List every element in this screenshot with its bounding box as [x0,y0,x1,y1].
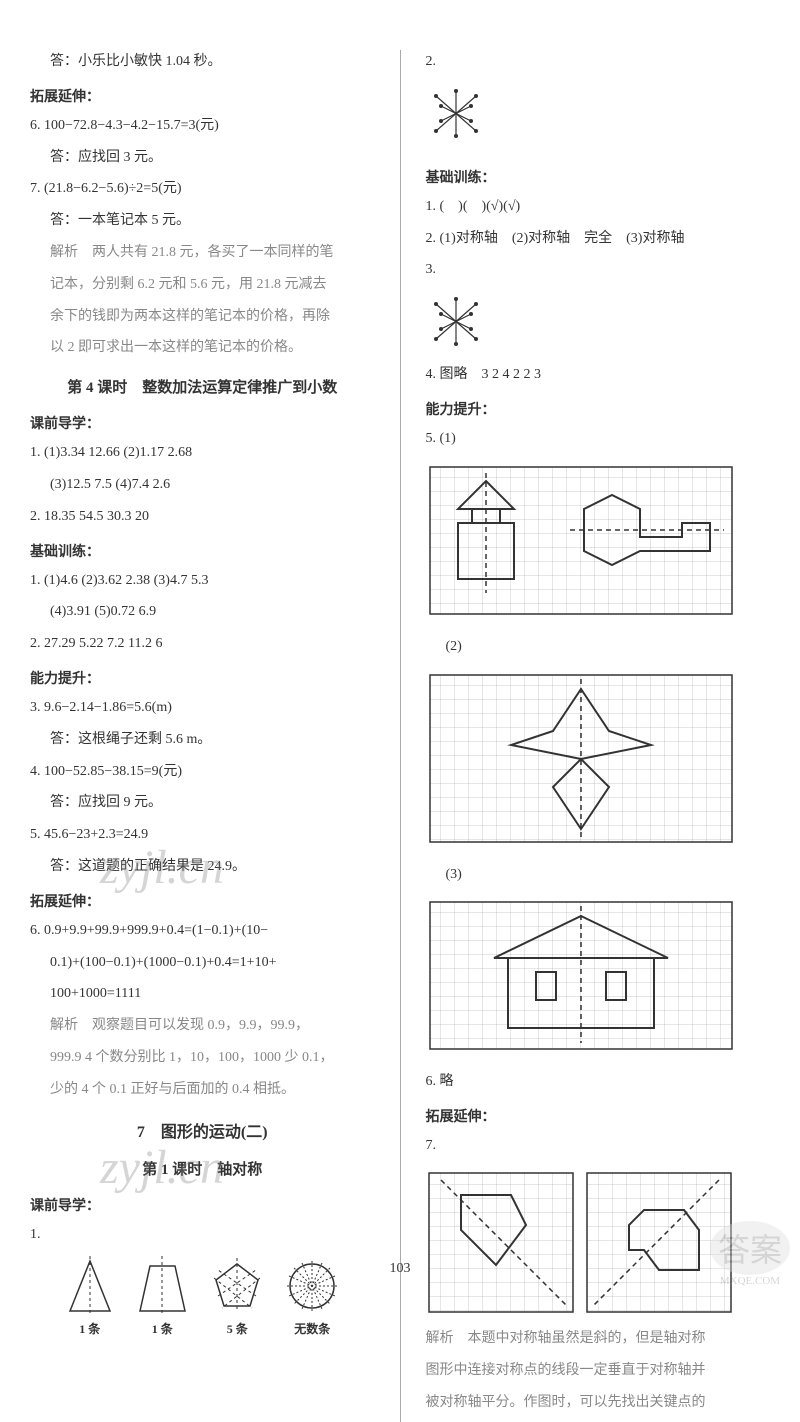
analysis-line: 少的 4 个 0.1 正好与后面加的 0.4 相抵。 [30,1078,375,1102]
analysis-line: 解析 两人共有 21.8 元，各买了一本同样的笔 [30,241,375,265]
grid-figure-1 [426,463,736,618]
ability-header: 能力提升： [426,399,771,419]
answer-line: 答：这根绳子还剩 5.6 m。 [30,728,375,752]
grid-figure-2 [426,671,736,846]
right-column: 2. 基础训练： 1. ( )( )(√)(√) 2. (1)对称轴 (2)对称… [426,50,771,1422]
star-diagram-icon [426,86,486,146]
problem-line: 0.1)+(100−0.1)+(1000−0.1)+0.4=1+10+ [30,951,375,975]
answer-line: (3)12.5 7.5 (4)7.4 2.6 [30,473,375,497]
analysis-line: 记本，分别剩 6.2 元和 5.6 元，用 21.8 元减去 [30,273,375,297]
analysis-line: 解析 本题中对称轴虽然是斜的，但是轴对称 [426,1327,771,1351]
grid-figure-3 [426,898,736,1053]
corner-watermark: 答案 MXQE.COM [710,1221,790,1287]
basic-header: 基础训练： [30,541,375,561]
item-number: 2. [426,50,771,74]
problem-line: 100+1000=1111 [30,982,375,1006]
lesson-title: 第 1 课时 轴对称 [30,1158,375,1179]
ability-header: 能力提升： [30,668,375,688]
answer-line: 2. 27.29 5.22 7.2 11.2 6 [30,632,375,656]
prestudy-header: 课前导学： [30,413,375,433]
problem-line: 3. 9.6−2.14−1.86=5.6(m) [30,696,375,720]
analysis-line: 余下的钱即为两本这样的笔记本的价格，再除 [30,305,375,329]
corner-badge: 答案 [710,1221,790,1275]
analysis-line: 以 2 即可求出一本这样的笔记本的价格。 [30,336,375,360]
item-label: (2) [426,635,771,659]
item-number: 1. [30,1223,375,1247]
chapter-title: 7 图形的运动(二) [30,1118,375,1142]
extension-header: 拓展延伸： [30,86,375,106]
shape-label: 无数条 [294,1320,330,1337]
triangle-icon [65,1256,115,1316]
lesson-title: 第 4 课时 整数加法运算定律推广到小数 [30,376,375,397]
answer-line: 6. 略 [426,1070,771,1094]
shape-label: 1 条 [79,1320,100,1337]
answer-line: 答：这道题的正确结果是 24.9。 [30,855,375,879]
corner-url: MXQE.COM [710,1275,790,1287]
problem-line: 6. 100−72.8−4.3−4.2−15.7=3(元) [30,114,375,138]
basic-header: 基础训练： [426,167,771,187]
answer-line: 答：应找回 3 元。 [30,146,375,170]
problem-line: 4. 100−52.85−38.15=9(元) [30,760,375,784]
analysis-line: 999.9 4 个数分别比 1，10，100，1000 少 0.1， [30,1046,375,1070]
page-number: 103 [390,1261,411,1277]
answer-line: 答：应找回 9 元。 [30,791,375,815]
page-container: 答：小乐比小敏快 1.04 秒。 拓展延伸： 6. 100−72.8−4.3−4… [30,50,770,1422]
item-label: (3) [426,863,771,887]
analysis-line: 图形中连接对称点的线段一定垂直于对称轴并 [426,1359,771,1383]
problem-line: 5. 45.6−23+2.3=24.9 [30,823,375,847]
item-number: 7. [426,1134,771,1158]
shape-label: 1 条 [152,1320,173,1337]
extension-header: 拓展延伸： [30,891,375,911]
answer-line: 答：一本笔记本 5 元。 [30,209,375,233]
prestudy-header: 课前导学： [30,1195,375,1215]
star-diagram-icon [426,294,486,354]
item-label: 5. (1) [426,427,771,451]
trapezoid-icon [135,1256,190,1316]
extension-header: 拓展延伸： [426,1106,771,1126]
answer-line: 2. (1)对称轴 (2)对称轴 完全 (3)对称轴 [426,227,771,251]
answer-line: 答：小乐比小敏快 1.04 秒。 [30,50,375,74]
circle-icon [285,1256,340,1316]
analysis-line: 解析 观察题目可以发现 0.9，9.9，99.9， [30,1014,375,1038]
answer-line: 1. (1)4.6 (2)3.62 2.38 (3)4.7 5.3 [30,569,375,593]
left-column: 答：小乐比小敏快 1.04 秒。 拓展延伸： 6. 100−72.8−4.3−4… [30,50,375,1422]
problem-line: 7. (21.8−6.2−5.6)÷2=5(元) [30,177,375,201]
column-divider [400,50,401,1422]
answer-line: 4. 图略 3 2 4 2 2 3 [426,363,771,387]
item-number: 3. [426,258,771,282]
pentagon-icon [210,1256,265,1316]
answer-line: 1. ( )( )(√)(√) [426,195,771,219]
answer-line: (4)3.91 (5)0.72 6.9 [30,600,375,624]
answer-line: 1. (1)3.34 12.66 (2)1.17 2.68 [30,441,375,465]
analysis-line: 被对称轴平分。作图时，可以先找出关键点的 [426,1391,771,1415]
grid-figure-7a [426,1170,576,1315]
shape-label: 5 条 [227,1320,248,1337]
answer-line: 2. 18.35 54.5 30.3 20 [30,505,375,529]
problem-line: 6. 0.9+9.9+99.9+999.9+0.4=(1−0.1)+(10− [30,919,375,943]
